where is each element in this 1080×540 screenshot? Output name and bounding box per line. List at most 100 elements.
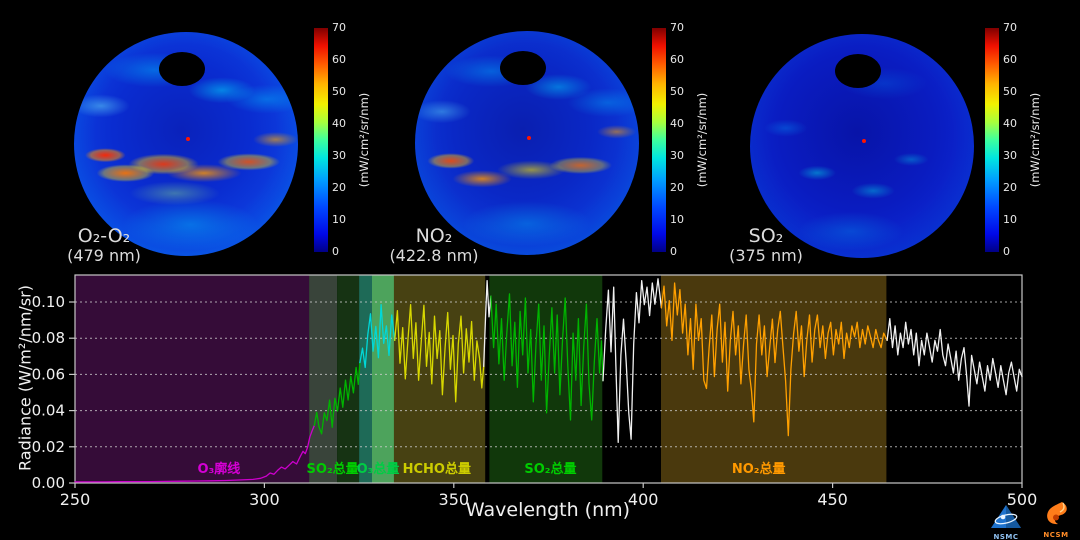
globe-o2o2 — [74, 32, 298, 256]
nsmc-logo: NSMC — [986, 504, 1026, 540]
band-label: SO₂总量 — [307, 461, 359, 477]
spectrum-line-SO2-total-window-1 — [313, 361, 361, 435]
plot-frame — [74, 274, 1023, 484]
nsmc-logo-icon — [991, 505, 1021, 528]
spectrum-line-SO2-total-window-2 — [490, 293, 604, 421]
colorbar-gradient — [985, 28, 999, 252]
polar-data-hole — [158, 52, 205, 87]
globe-panel-so2: 0 10 20 30 40 50 60 70 (mW/cm²/sr/nm) SO₂ (375 … — [720, 0, 1080, 270]
globe-panels: 0 10 20 30 40 50 60 70 (mW/cm²/sr/nm) O₂-O₂ (47… — [0, 0, 1080, 270]
colorbar-tick-label: 70 — [670, 21, 684, 34]
colorbar-tick-label: 0 — [332, 245, 339, 258]
spectrum-line-O3-total-window — [359, 304, 396, 369]
y-tick-label: 0.08 — [32, 329, 65, 347]
globe-wavelength-label: (479 nm) — [67, 246, 141, 266]
colorbar-tick-label: 30 — [332, 149, 346, 162]
colorbar-so2: 0 10 20 30 40 50 60 70 (mW/cm²/sr/nm) — [985, 21, 1045, 258]
band-label: SO₂总量 — [524, 461, 576, 477]
site-marker — [862, 139, 866, 144]
polar-data-hole — [834, 54, 881, 89]
colorbar-tick-label: 50 — [670, 85, 684, 98]
colorbar-tick-label: 20 — [1003, 181, 1017, 194]
colorbar-unit-label: (mW/cm²/sr/nm) — [695, 92, 709, 188]
globe-panel-no2: 0 10 20 30 40 50 60 70 (mW/cm²/sr/nm) NO₂ (422.… — [360, 0, 720, 270]
colorbar-tick-label: 70 — [332, 21, 346, 34]
band-label: O₃廓线 — [198, 461, 241, 477]
globe-title-no2: NO₂ (422.8 nm) — [364, 225, 504, 266]
spectral-band — [337, 275, 360, 483]
colorbar-no2: 0 10 20 30 40 50 60 70 (mW/cm²/sr/nm) — [652, 21, 712, 258]
colorbar-tick-label: 0 — [670, 245, 677, 258]
colorbar-tick-label: 20 — [670, 181, 684, 194]
band-label: O₃总量 — [357, 461, 400, 477]
spectral-band — [309, 275, 338, 483]
colorbar-gradient — [652, 28, 666, 252]
spectrum-line-tail — [886, 318, 1023, 407]
spectrum-plot: 250 300 350 400 450 500 0.00 0.02 0.04 0.06 0.08 0.… — [32, 274, 1038, 509]
colorbar-ticks: 0 10 20 30 40 50 60 70 — [332, 21, 352, 258]
polar-data-hole — [499, 51, 546, 86]
x-tick-label: 300 — [249, 490, 280, 509]
globe-wavelength-label: (375 nm) — [729, 246, 803, 266]
y-tick-label: 0.10 — [32, 293, 65, 311]
x-axis-label: Wavelength (nm) — [465, 499, 631, 521]
x-tick-label: 350 — [439, 490, 470, 509]
site-marker — [186, 137, 190, 142]
ncsm-logo: NCSM — [1036, 501, 1076, 539]
globe-no2 — [415, 31, 639, 255]
spectral-band — [393, 275, 486, 483]
globe-species-label: O₂-O₂ — [77, 225, 131, 247]
spectral-band — [661, 275, 887, 483]
colorbar-tick-label: 50 — [1003, 85, 1017, 98]
y-tick-label: 0.04 — [32, 402, 65, 420]
ncsm-logo-text: NCSM — [1043, 531, 1069, 539]
globe-panel-o2o2: 0 10 20 30 40 50 60 70 (mW/cm²/sr/nm) O₂-O₂ (47… — [0, 0, 371, 270]
colorbar-tick-label: 30 — [1003, 149, 1017, 162]
spectrum-chart: 250 300 350 400 450 500 0.00 0.02 0.04 0.06 0.08 0.… — [0, 270, 1080, 540]
spectral-band — [359, 275, 372, 483]
colorbar-tick-label: 40 — [670, 117, 684, 130]
colorbar-tick-label: 70 — [1003, 21, 1017, 34]
colorbar-tick-label: 60 — [332, 53, 346, 66]
colorbar-tick-label: 50 — [332, 85, 346, 98]
globe-title-so2: SO₂ (375 nm) — [726, 225, 806, 266]
nsmc-logo-text: NSMC — [993, 533, 1019, 540]
band-label: HCHO总量 — [403, 461, 471, 477]
globe-title-o2o2: O₂-O₂ (479 nm) — [34, 225, 174, 266]
colorbar-gradient — [314, 28, 328, 252]
colorbar-tick-label: 40 — [1003, 117, 1017, 130]
spectral-band — [372, 275, 394, 483]
colorbar-tick-label: 60 — [1003, 53, 1017, 66]
colorbar-o2o2: 0 10 20 30 40 50 60 70 (mW/cm²/sr/nm) — [314, 21, 374, 258]
spectrum-line-gap-1 — [483, 279, 492, 367]
colorbar-ticks: 0 10 20 30 40 50 60 70 — [1003, 21, 1023, 258]
colorbar-tick-label: 10 — [670, 213, 684, 226]
colorbar-tick-label: 10 — [332, 213, 346, 226]
spectrum-line-HCHO-total-window — [394, 304, 485, 403]
colorbar-tick-label: 20 — [332, 181, 346, 194]
site-marker — [527, 136, 531, 141]
band-label: NO₂总量 — [732, 461, 786, 477]
globe-species-label: NO₂ — [415, 225, 453, 247]
globe-so2 — [750, 34, 974, 258]
spectrum-line-O3-profile-window — [74, 424, 316, 483]
x-tick-label: 250 — [60, 490, 91, 509]
ncsm-logo-icon — [1047, 502, 1067, 525]
spectral-band — [75, 275, 310, 483]
spectrum-line-gap-2-fraunhofer — [602, 278, 663, 443]
colorbar-tick-label: 60 — [670, 53, 684, 66]
x-tick-label: 500 — [1007, 490, 1038, 509]
y-tick-label: 0.06 — [32, 365, 65, 383]
colorbar-tick-label: 10 — [1003, 213, 1017, 226]
colorbar-tick-label: 0 — [1003, 245, 1010, 258]
colorbar-unit-label: (mW/cm²/sr/nm) — [1028, 92, 1042, 188]
globe-species-label: SO₂ — [748, 225, 784, 247]
colorbar-tick-label: 30 — [670, 149, 684, 162]
colorbar-ticks: 0 10 20 30 40 50 60 70 — [670, 21, 690, 258]
y-tick-label: 0.02 — [32, 438, 65, 456]
x-tick-label: 400 — [628, 490, 659, 509]
colorbar-tick-label: 40 — [332, 117, 346, 130]
y-tick-label: 0.00 — [32, 474, 65, 492]
globe-wavelength-label: (422.8 nm) — [389, 246, 479, 266]
